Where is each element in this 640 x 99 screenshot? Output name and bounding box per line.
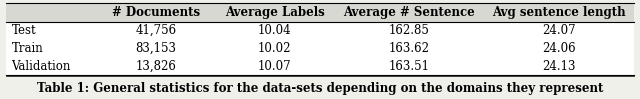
Bar <box>6 40 634 57</box>
Bar <box>0 75 640 99</box>
Text: 24.13: 24.13 <box>542 60 575 73</box>
Bar <box>6 57 634 75</box>
Text: 83,153: 83,153 <box>136 42 177 55</box>
Text: 24.07: 24.07 <box>542 24 575 37</box>
Bar <box>6 3 634 22</box>
Text: 162.85: 162.85 <box>388 24 429 37</box>
Text: 163.51: 163.51 <box>388 60 429 73</box>
Text: Average Labels: Average Labels <box>225 6 324 19</box>
Text: 163.62: 163.62 <box>388 42 429 55</box>
Text: Avg sentence length: Avg sentence length <box>492 6 625 19</box>
Text: Train: Train <box>12 42 44 55</box>
Text: Test: Test <box>12 24 36 37</box>
Text: Table 1: General statistics for the data-sets depending on the domains they repr: Table 1: General statistics for the data… <box>37 82 603 95</box>
Text: 13,826: 13,826 <box>136 60 177 73</box>
Bar <box>6 22 634 40</box>
Text: 41,756: 41,756 <box>136 24 177 37</box>
Text: # Documents: # Documents <box>112 6 200 19</box>
Text: Validation: Validation <box>12 60 71 73</box>
Text: Average # Sentence: Average # Sentence <box>343 6 475 19</box>
Text: 10.07: 10.07 <box>258 60 291 73</box>
Text: 24.06: 24.06 <box>542 42 575 55</box>
Text: 10.02: 10.02 <box>258 42 291 55</box>
Text: 10.04: 10.04 <box>258 24 291 37</box>
